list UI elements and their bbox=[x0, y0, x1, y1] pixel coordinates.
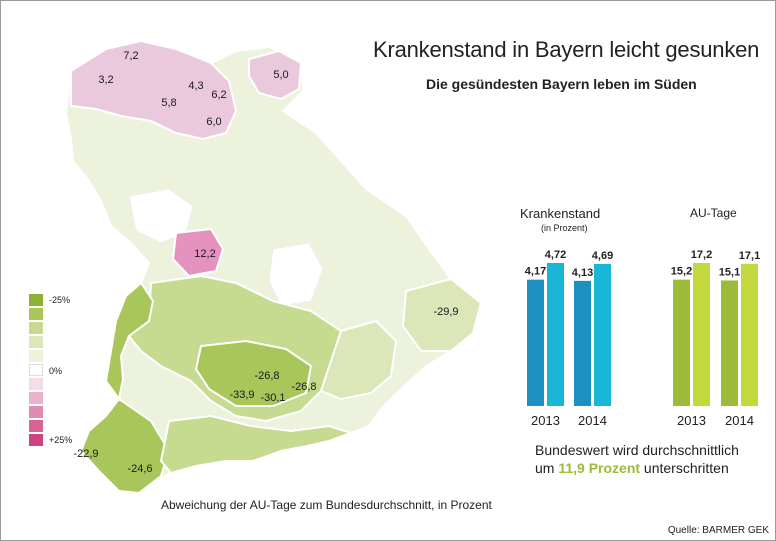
summary-note-line1: Bundeswert wird durchschnittlich bbox=[535, 442, 739, 458]
bar bbox=[693, 263, 710, 406]
chart-title-au-tage: AU-Tage bbox=[690, 206, 737, 220]
source-credit: Quelle: BARMER GEK bbox=[667, 525, 769, 536]
bar-value-label: 4,13 bbox=[572, 267, 593, 279]
summary-note-line2: um 11,9 Prozent unterschritten bbox=[535, 460, 729, 476]
map-value-label: 12,2 bbox=[194, 248, 215, 260]
map-value-label: -29,9 bbox=[433, 306, 458, 318]
summary-note-pre: um bbox=[535, 460, 559, 476]
map-region-white-2 bbox=[268, 242, 324, 307]
category-label: 2014 bbox=[725, 413, 754, 428]
map-value-label: -26,8 bbox=[254, 370, 279, 382]
page-title: Krankenstand in Bayern leicht gesunken bbox=[373, 37, 760, 62]
map-value-label: -22,9 bbox=[73, 448, 98, 460]
map-value-label: 7,2 bbox=[123, 50, 138, 62]
bar-value-label: 4,69 bbox=[592, 250, 613, 262]
map-region-oberfranken bbox=[70, 39, 238, 141]
legend-swatch bbox=[29, 336, 43, 348]
legend-swatch bbox=[29, 350, 43, 362]
map-region-schwaben bbox=[104, 281, 155, 402]
legend-swatch bbox=[29, 308, 43, 320]
legend-swatch bbox=[29, 406, 43, 418]
map-value-label: 3,2 bbox=[98, 74, 113, 86]
bar-value-label: 17,2 bbox=[691, 249, 712, 261]
bar bbox=[574, 280, 591, 406]
map-value-label: 5,0 bbox=[273, 69, 288, 81]
bar bbox=[721, 280, 738, 406]
legend-swatch bbox=[29, 434, 43, 446]
legend-label: 0% bbox=[49, 366, 63, 376]
map-value-label: -30,1 bbox=[260, 392, 285, 404]
bar-value-label: 15,1 bbox=[719, 266, 740, 278]
map-region-east bbox=[401, 277, 481, 352]
legend-swatch bbox=[29, 420, 43, 432]
bar-value-label: 17,1 bbox=[739, 250, 760, 262]
bar-value-label: 4,17 bbox=[525, 266, 546, 278]
legend-swatch bbox=[29, 378, 43, 390]
category-label: 2013 bbox=[677, 413, 706, 428]
map-region-alps bbox=[159, 414, 355, 475]
map-value-label: -24,6 bbox=[127, 463, 152, 475]
bar bbox=[673, 279, 690, 406]
map-region-allgaeu bbox=[79, 397, 171, 495]
map-region-hof bbox=[248, 49, 303, 101]
legend-label: -25% bbox=[49, 295, 71, 305]
bar bbox=[594, 263, 611, 406]
map-region-ingolstadt bbox=[171, 227, 225, 278]
chart-subtitle-krankenstand: (in Prozent) bbox=[541, 223, 588, 233]
category-label: 2014 bbox=[578, 413, 607, 428]
chart-title-krankenstand: Krankenstand bbox=[520, 206, 601, 221]
map-value-label: 6,0 bbox=[206, 116, 221, 128]
map-value-label: -33,9 bbox=[229, 389, 254, 401]
bar bbox=[527, 279, 544, 406]
bavaria-map: 7,2 3,2 4,3 5,0 6,2 5,8 6,0 12,2 -29,9 -… bbox=[64, 39, 481, 495]
map-region-munich bbox=[194, 339, 313, 407]
bar-value-label: 4,72 bbox=[545, 249, 566, 261]
legend-swatch bbox=[29, 294, 43, 306]
map-value-label: 6,2 bbox=[211, 89, 226, 101]
bar bbox=[547, 263, 564, 406]
page-subtitle: Die gesündesten Bayern leben im Süden bbox=[426, 76, 697, 92]
map-caption: Abweichung der AU-Tage zum Bundesdurchsc… bbox=[161, 498, 492, 512]
summary-note-highlight: 11,9 Prozent bbox=[558, 460, 641, 476]
bar-value-label: 15,2 bbox=[671, 266, 692, 278]
map-value-label: -26,8 bbox=[291, 381, 316, 393]
map-region-southeast bbox=[319, 319, 398, 401]
bar bbox=[741, 263, 758, 406]
category-label: 2013 bbox=[531, 413, 560, 428]
legend-swatch bbox=[29, 392, 43, 404]
legend-label: +25% bbox=[49, 435, 73, 445]
summary-note-post: unterschritten bbox=[640, 460, 729, 476]
map-value-label: 4,3 bbox=[188, 80, 203, 92]
legend-swatch bbox=[29, 322, 43, 334]
map-value-label: 5,8 bbox=[161, 97, 176, 109]
legend-swatch bbox=[29, 364, 43, 376]
